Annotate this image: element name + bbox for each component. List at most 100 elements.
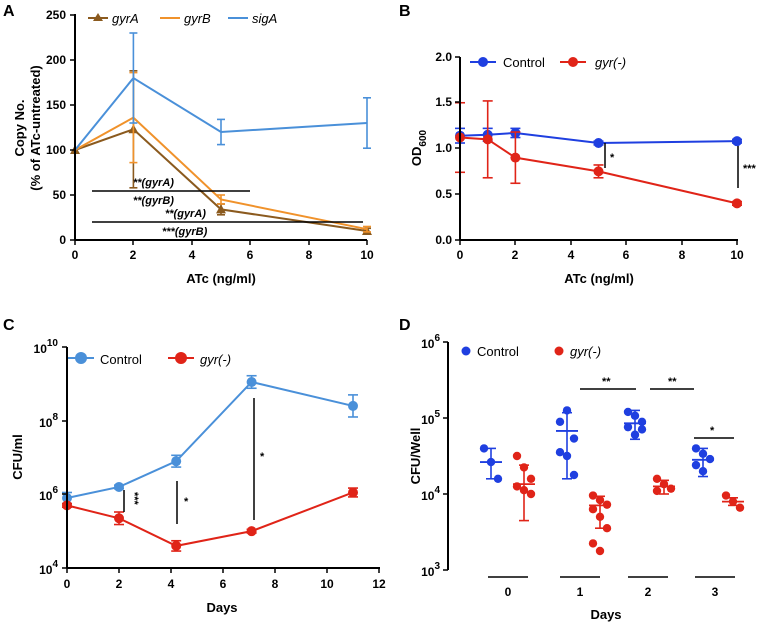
data-point-gyr(-) [348,487,358,498]
panel-a-ytick: 50 [53,188,67,202]
data-point-Control [486,457,496,467]
data-point-Control [246,376,257,387]
panel-b-xlabel: ATc (ng/ml) [564,271,634,286]
panel-b-xtick: 6 [623,248,630,262]
panel-a-sig-label: ***(gyrB) [162,226,208,238]
panel-c-ticks [62,346,380,573]
legend-label: sigA [252,11,277,26]
panel-c-xtick: 4 [168,577,175,591]
panel-a-xtick: 8 [306,248,313,262]
panel-b-significance: * *** [604,143,757,188]
panel-b-letter: B [399,3,411,20]
panel-c-sig-label: * [184,496,189,508]
panel-b-xtick: 10 [730,248,744,262]
data-point-Control [732,136,742,147]
data-point-Control [593,138,604,149]
data-point-Control [630,430,640,439]
data-point-gyr(-) [652,486,662,496]
panel-d-xtick: 3 [712,585,719,599]
data-point-gyr(-) [171,540,182,551]
panel-c-ytick: 1010 [34,338,59,356]
data-point-gyr(-) [595,546,605,556]
legend-label: gyr(-) [570,344,601,359]
panel-c-sig-label: * [260,451,265,463]
data-point-Control [623,407,633,417]
panel-a-legend: gyrA gyrB sigA [88,11,277,26]
panel-c-xtick: 0 [64,577,71,591]
data-point-Control [562,451,572,461]
legend-item-control: Control [470,55,545,70]
panel-a-significance: **(gyrA) **(gyrB) **(gyrA) ***(gyrB) [92,177,363,238]
data-point-gyr(-) [482,134,493,145]
panel-b-axes: 0.0 0.5 1.0 1.5 2.0 0 2 4 6 8 10 ATc (ng… [409,50,744,286]
panel-a-axes: 0 50 100 150 200 250 0 2 4 6 8 10 ATc (n… [12,8,374,286]
data-point-Control [637,425,647,434]
panel-c-xtick: 8 [272,577,279,591]
panel-c-ytick: 108 [39,412,58,430]
panel-d-sig-label: ** [602,376,611,388]
circle-icon [461,346,471,356]
data-point-gyr(-) [588,491,598,500]
panel-c-ytick: 106 [39,485,58,503]
data-point-gyr(-) [246,526,257,537]
circle-icon [568,57,578,67]
panel-b-ytick: 2.0 [435,50,452,64]
data-point-gyrA [216,204,226,214]
data-point-Control [691,444,701,453]
panel-b-xtick: 8 [679,248,686,262]
panel-c-marks [62,374,358,552]
data-point-gyr(-) [519,463,529,472]
legend-item-gyr: gyr(-) [168,352,231,367]
panel-a-ytick: 150 [46,98,66,112]
circle-icon [75,352,87,364]
data-point-Control [555,417,565,426]
panel-b-ytick: 1.5 [435,95,452,109]
legend-item-gyrb: gyrB [160,11,211,26]
panel-d-sig-label: ** [668,376,677,388]
panel-d-ytick: 105 [421,409,440,427]
panel-d-xtick: 2 [645,585,652,599]
data-point-gyr(-) [652,474,662,483]
data-point-gyr(-) [593,166,604,177]
data-point-gyr(-) [526,474,536,483]
panel-d-ytick: 106 [421,333,440,351]
legend-label: gyrB [184,11,211,26]
triangle-icon [93,13,103,21]
panel-d: D 103 104 105 106 0 1 2 3 Days CFU/Well [399,317,745,622]
panel-a-xtick: 0 [72,248,79,262]
panel-b: B 0.0 0.5 1.0 1.5 2.0 0 [399,3,757,286]
legend-item-siga: sigA [228,11,277,26]
data-point-Control [691,460,701,470]
data-point-gyr(-) [512,482,522,491]
panel-a-xtick: 10 [360,248,374,262]
panel-d-ticks [443,341,448,571]
panel-b-sig-label: * [610,152,615,164]
circle-icon [175,352,187,364]
data-point-gyr(-) [588,539,598,548]
panel-c-letter: C [3,317,15,334]
panel-d-xtick: 0 [505,585,512,599]
series-line-sigA [74,76,368,151]
series-line-gyrA [74,128,368,232]
panel-a-ylabel: Copy No. [12,99,27,156]
data-point-Control [562,406,572,415]
data-point-gyr(-) [732,198,742,209]
legend-label: Control [100,352,142,367]
panel-a-letter: A [3,3,15,20]
legend-item-control: Control [68,352,142,367]
data-point-Control [114,481,124,492]
panel-a-ylabel-2: (% of ATc-untreated) [28,65,43,190]
panel-a-xtick: 6 [247,248,254,262]
panel-d-axes: 103 104 105 106 0 1 2 3 Days CFU/Well [408,333,735,622]
data-point-Control [569,434,579,443]
panel-b-sig-label: *** [743,163,757,175]
panel-b-ytick: 0.0 [435,233,452,247]
legend-label: gyr(-) [200,352,231,367]
data-point-gyr(-) [602,500,612,509]
panel-c-xlabel: Days [206,600,237,615]
panel-b-xtick: 0 [457,248,464,262]
legend-item-gyr: gyr(-) [560,55,626,70]
panel-b-legend: Control gyr(-) [470,55,626,70]
panel-c-xtick: 6 [220,577,227,591]
data-point-gyr(-) [735,503,745,512]
